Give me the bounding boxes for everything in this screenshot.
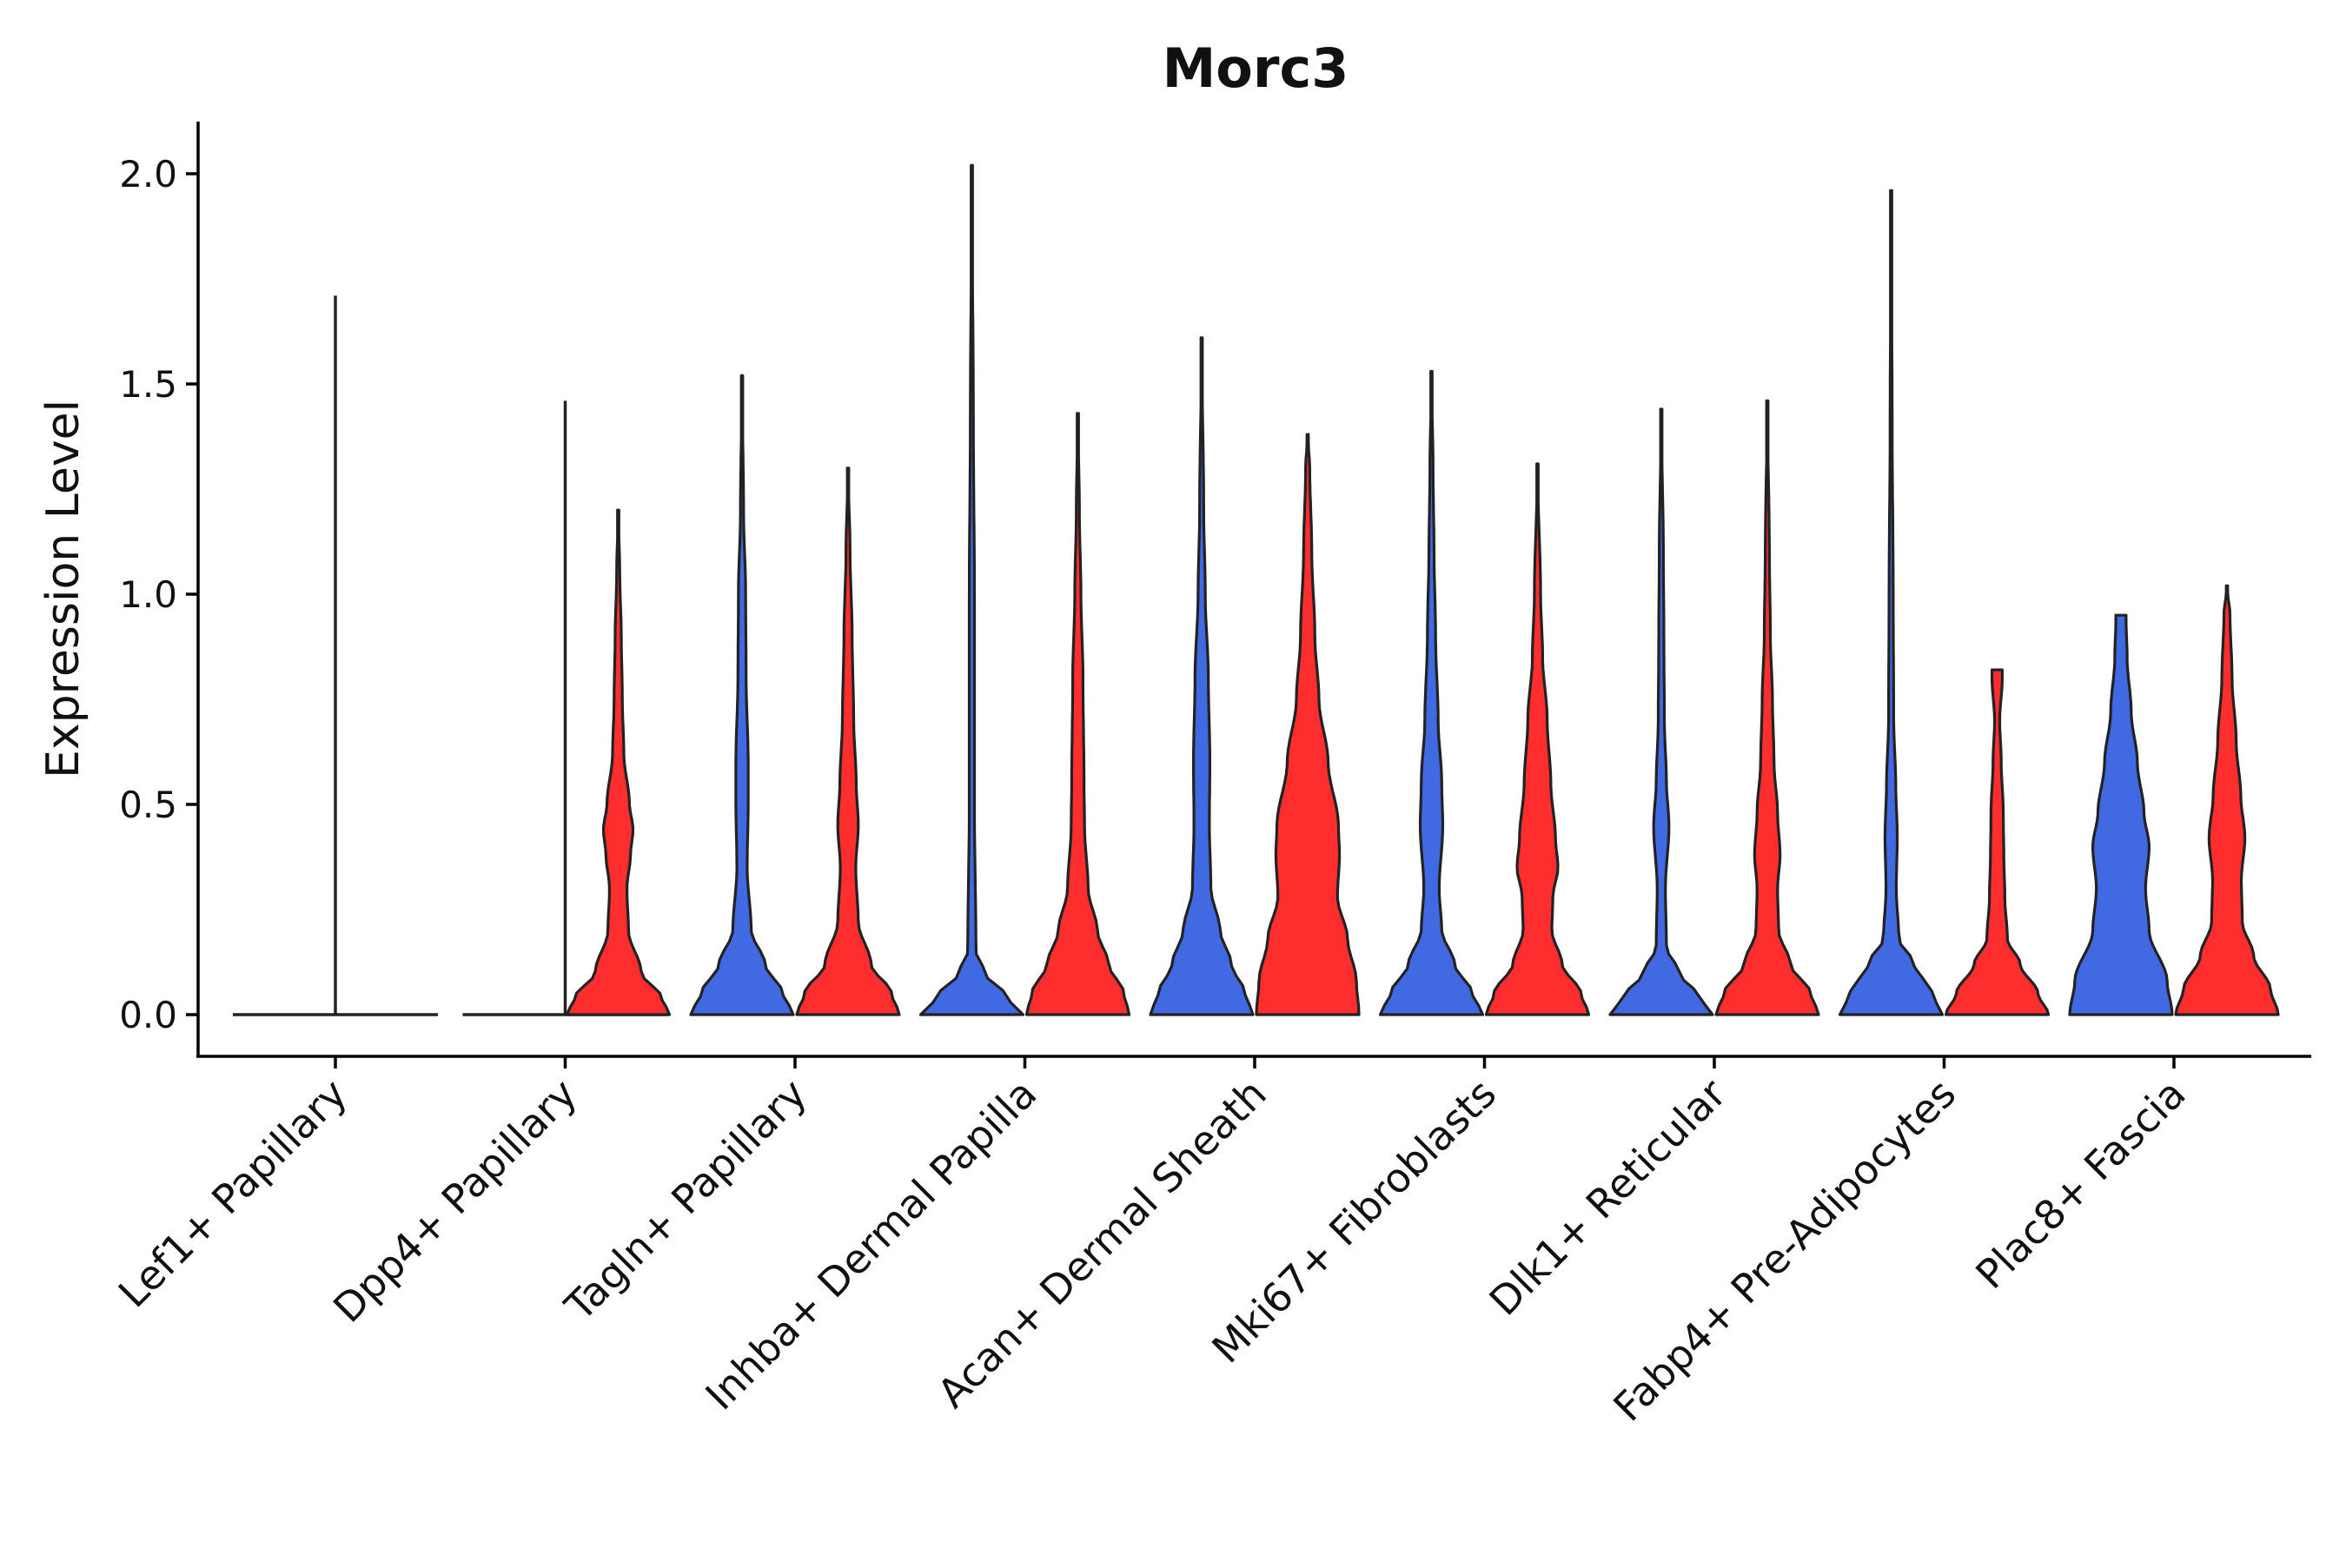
x-category-label: Tagln+ Papillary [555, 1070, 816, 1331]
violin-right-4 [1255, 433, 1361, 1016]
y-tick-label: 0.0 [119, 994, 177, 1036]
violin-right-3 [1024, 412, 1131, 1016]
x-category-label: Lef1+ Papillary [109, 1070, 356, 1317]
violin-right-5 [1484, 462, 1591, 1016]
violin-left-5 [1378, 369, 1485, 1016]
chart-title: Morc3 [1163, 36, 1349, 100]
y-tick-label: 0.5 [119, 784, 177, 826]
violin-left-6 [1608, 407, 1714, 1016]
x-category-label: Dpp4+ Papillary [324, 1070, 586, 1332]
violin-right-8 [2174, 584, 2280, 1016]
violin-right-7 [1944, 668, 2051, 1016]
y-tick-label: 1.0 [119, 573, 177, 616]
violin-left-7 [1838, 189, 1945, 1016]
violin-left-2 [689, 374, 795, 1016]
violin-right-2 [795, 466, 901, 1016]
violins-layer [233, 163, 2280, 1016]
y-axis-label: Expression Level [37, 400, 89, 778]
y-tick-label: 2.0 [119, 153, 177, 195]
y-tick-label: 1.5 [119, 363, 177, 406]
violin-left-8 [2068, 613, 2174, 1016]
x-category-label: Dlk1+ Reticular [1481, 1070, 1735, 1325]
violin-right-1 [565, 508, 672, 1016]
y-ticks-layer: 0.0 0.5 1.0 1.5 2.0 [119, 153, 198, 1036]
violin-right-6 [1714, 399, 1820, 1016]
violin-left-3 [918, 163, 1025, 1016]
violin-left-4 [1149, 336, 1255, 1016]
x-category-label: Plac8+ Fascia [1966, 1070, 2194, 1298]
